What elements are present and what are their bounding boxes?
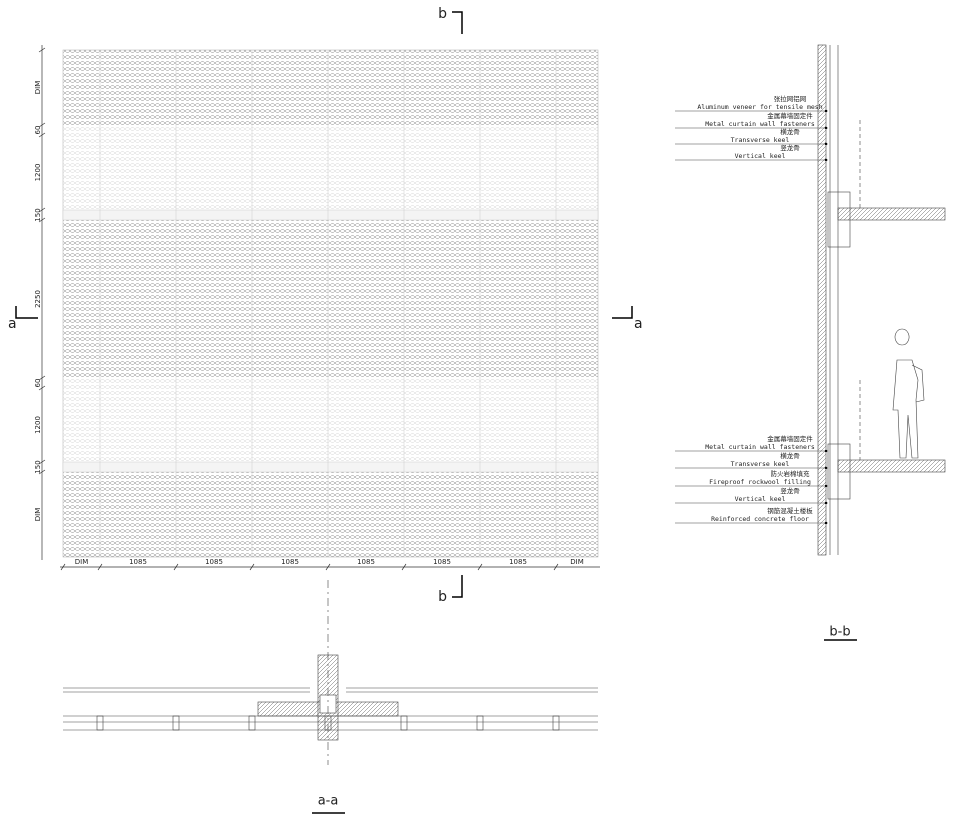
annotation-en: Fireproof rockwool filling	[709, 478, 811, 486]
dimension-tick	[38, 122, 46, 128]
wall	[817, 44, 827, 556]
elevation	[41, 45, 600, 568]
mesh-band-light	[63, 378, 598, 462]
annotation-en: Transverse keel	[731, 460, 790, 468]
dimension-tick	[38, 47, 46, 53]
leader-dot	[824, 126, 828, 130]
dimension-label: 1085	[205, 558, 223, 566]
annotation-en: Metal curtain wall fasteners	[705, 120, 815, 128]
annotation-en: Vertical keel	[735, 495, 786, 503]
annotation-zh: 钢筋混凝土楼板	[767, 506, 813, 515]
cut-label: a	[8, 316, 17, 332]
cut-mark	[612, 306, 633, 319]
leader-dot	[824, 142, 828, 146]
mesh-band	[63, 472, 598, 557]
annotation-zh: 防火岩棉填充	[771, 469, 811, 478]
dimension-label: 150	[34, 460, 42, 473]
annotation-en: Metal curtain wall fasteners	[705, 443, 815, 451]
annotation-en: Aluminum veneer for tensile mesh	[697, 103, 822, 111]
dimension-tick	[38, 459, 46, 465]
cut-label: b	[438, 6, 447, 22]
mesh-band-light	[63, 125, 598, 210]
mullion	[248, 715, 256, 731]
annotation-zh: 横龙骨	[780, 127, 800, 136]
mullion	[400, 715, 408, 731]
cut-mark	[452, 11, 463, 34]
cut-mark	[452, 575, 463, 598]
mullion	[552, 715, 560, 731]
dimension-tick	[249, 563, 255, 571]
mullion	[324, 715, 332, 731]
dimension-label: 60	[34, 126, 42, 135]
dimension-tick	[553, 563, 559, 571]
dimension-tick	[97, 563, 103, 571]
leader-dot	[824, 501, 828, 505]
cut-mark	[15, 306, 38, 319]
dimension-tick	[38, 385, 46, 391]
dimension-tick	[38, 469, 46, 475]
annotation-zh: 金属幕墙固定件	[767, 111, 813, 120]
slab	[837, 207, 946, 221]
dimension-tick	[38, 217, 46, 223]
leader-dot	[824, 158, 828, 162]
leader-dot	[824, 466, 828, 470]
dimension-label: DIM	[75, 558, 89, 566]
leader-dot	[824, 484, 828, 488]
leader-dot	[824, 449, 828, 453]
dimension-label: 1085	[281, 558, 299, 566]
dimension-tick	[173, 563, 179, 571]
cut-label: b	[438, 589, 447, 605]
mesh-band	[63, 50, 598, 125]
annotation-zh: 金属幕墙固定件	[767, 434, 813, 443]
annotation-en: Reinforced concrete floor	[711, 515, 809, 523]
section-title: b-b	[829, 625, 850, 640]
dimension-label: DIM	[34, 508, 42, 522]
dimension-tick	[401, 563, 407, 571]
dimension-label: DIM	[34, 81, 42, 95]
mesh-band	[63, 220, 598, 378]
dimension-tick	[477, 563, 483, 571]
dimension-label: 1085	[509, 558, 527, 566]
dimension-label: 1200	[34, 416, 42, 434]
dimension-label: 1200	[34, 164, 42, 182]
slab	[837, 459, 946, 473]
section-drawing	[15, 11, 946, 641]
dimension-label: 2250	[34, 290, 42, 308]
annotation-en: Vertical keel	[735, 152, 786, 160]
plan-drawing	[63, 580, 598, 814]
dimension-tick	[38, 375, 46, 381]
mullion	[96, 715, 104, 731]
section-title: a-a	[318, 794, 339, 809]
annotation-zh: 横龙骨	[780, 451, 800, 460]
cut-label: a	[634, 316, 643, 332]
dimension-label: 1085	[357, 558, 375, 566]
floor-strip	[62, 461, 599, 473]
edge-beam	[827, 191, 851, 248]
dimension-tick	[60, 563, 66, 571]
leader-dot	[824, 521, 828, 525]
dimension-tick	[38, 207, 46, 213]
annotation-zh: 竖龙骨	[780, 486, 800, 495]
annotation-zh: 张拉网铝网	[774, 94, 807, 103]
floor-strip	[62, 209, 599, 221]
mullion	[172, 715, 180, 731]
edge-beam	[827, 443, 851, 500]
dimension-label: DIM	[570, 558, 584, 566]
dimension-tick	[38, 132, 46, 138]
person	[892, 328, 925, 459]
mullion	[476, 715, 484, 731]
dimension-label: 150	[34, 208, 42, 221]
annotation-zh: 竖龙骨	[780, 143, 800, 152]
dimension-tick	[325, 563, 331, 571]
annotation-en: Transverse keel	[731, 136, 790, 144]
dimension-label: 60	[34, 379, 42, 388]
dimension-label: 1085	[433, 558, 451, 566]
dimension-label: 1085	[129, 558, 147, 566]
leader-dot	[824, 109, 828, 113]
